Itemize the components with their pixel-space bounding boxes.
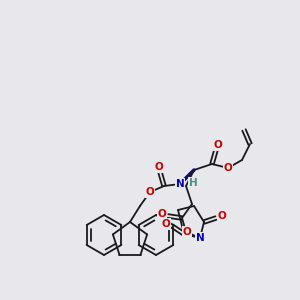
Text: O: O — [154, 162, 164, 172]
Text: N: N — [176, 179, 184, 189]
Text: O: O — [183, 227, 191, 237]
Text: O: O — [162, 219, 170, 229]
Text: O: O — [218, 211, 226, 221]
Text: O: O — [146, 187, 154, 197]
Text: H: H — [189, 178, 197, 188]
Text: N: N — [196, 233, 204, 243]
Text: O: O — [158, 209, 166, 219]
Text: O: O — [214, 140, 222, 150]
Text: O: O — [224, 163, 232, 173]
